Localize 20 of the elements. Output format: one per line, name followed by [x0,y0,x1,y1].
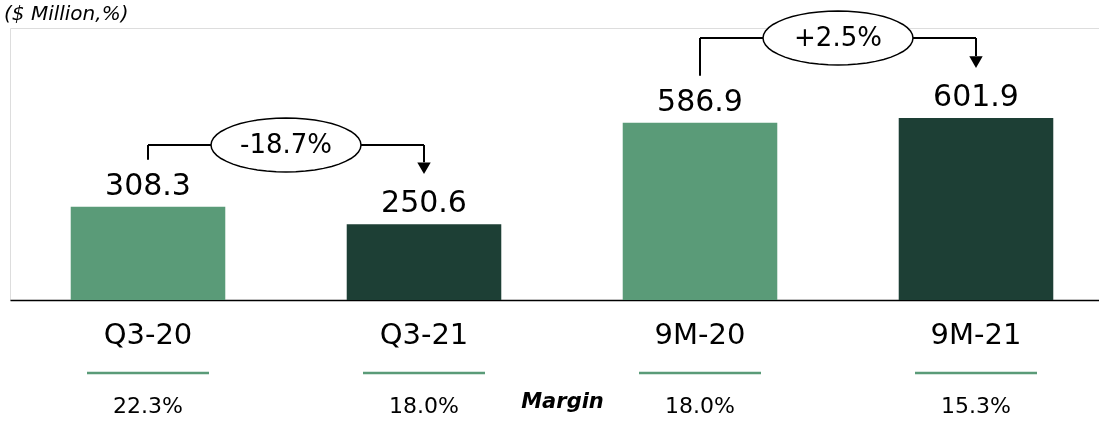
bar [346,224,502,300]
text: 22.3% [113,393,183,418]
data-label: 308.3 [105,166,191,202]
bar [898,118,1054,300]
x-tick-label: Q3-21 [379,316,469,351]
text: Margin [521,389,604,413]
x-tick-label: 9M-20 [654,316,746,351]
x-tick-label: 9M-21 [930,316,1022,351]
bar [70,206,226,300]
text: 18.0% [389,393,459,418]
data-label: 601.9 [933,78,1019,114]
bar [622,122,778,300]
data-label: 586.9 [657,82,743,118]
x-tick-label: Q3-20 [103,316,193,351]
annotation: -18.7% [240,129,332,159]
text: 18.0% [665,393,735,418]
chart-title: ($ Million,%) [4,1,129,25]
data-label: 250.6 [381,184,467,220]
text: 15.3% [941,393,1011,418]
annotation: +2.5% [794,22,882,52]
